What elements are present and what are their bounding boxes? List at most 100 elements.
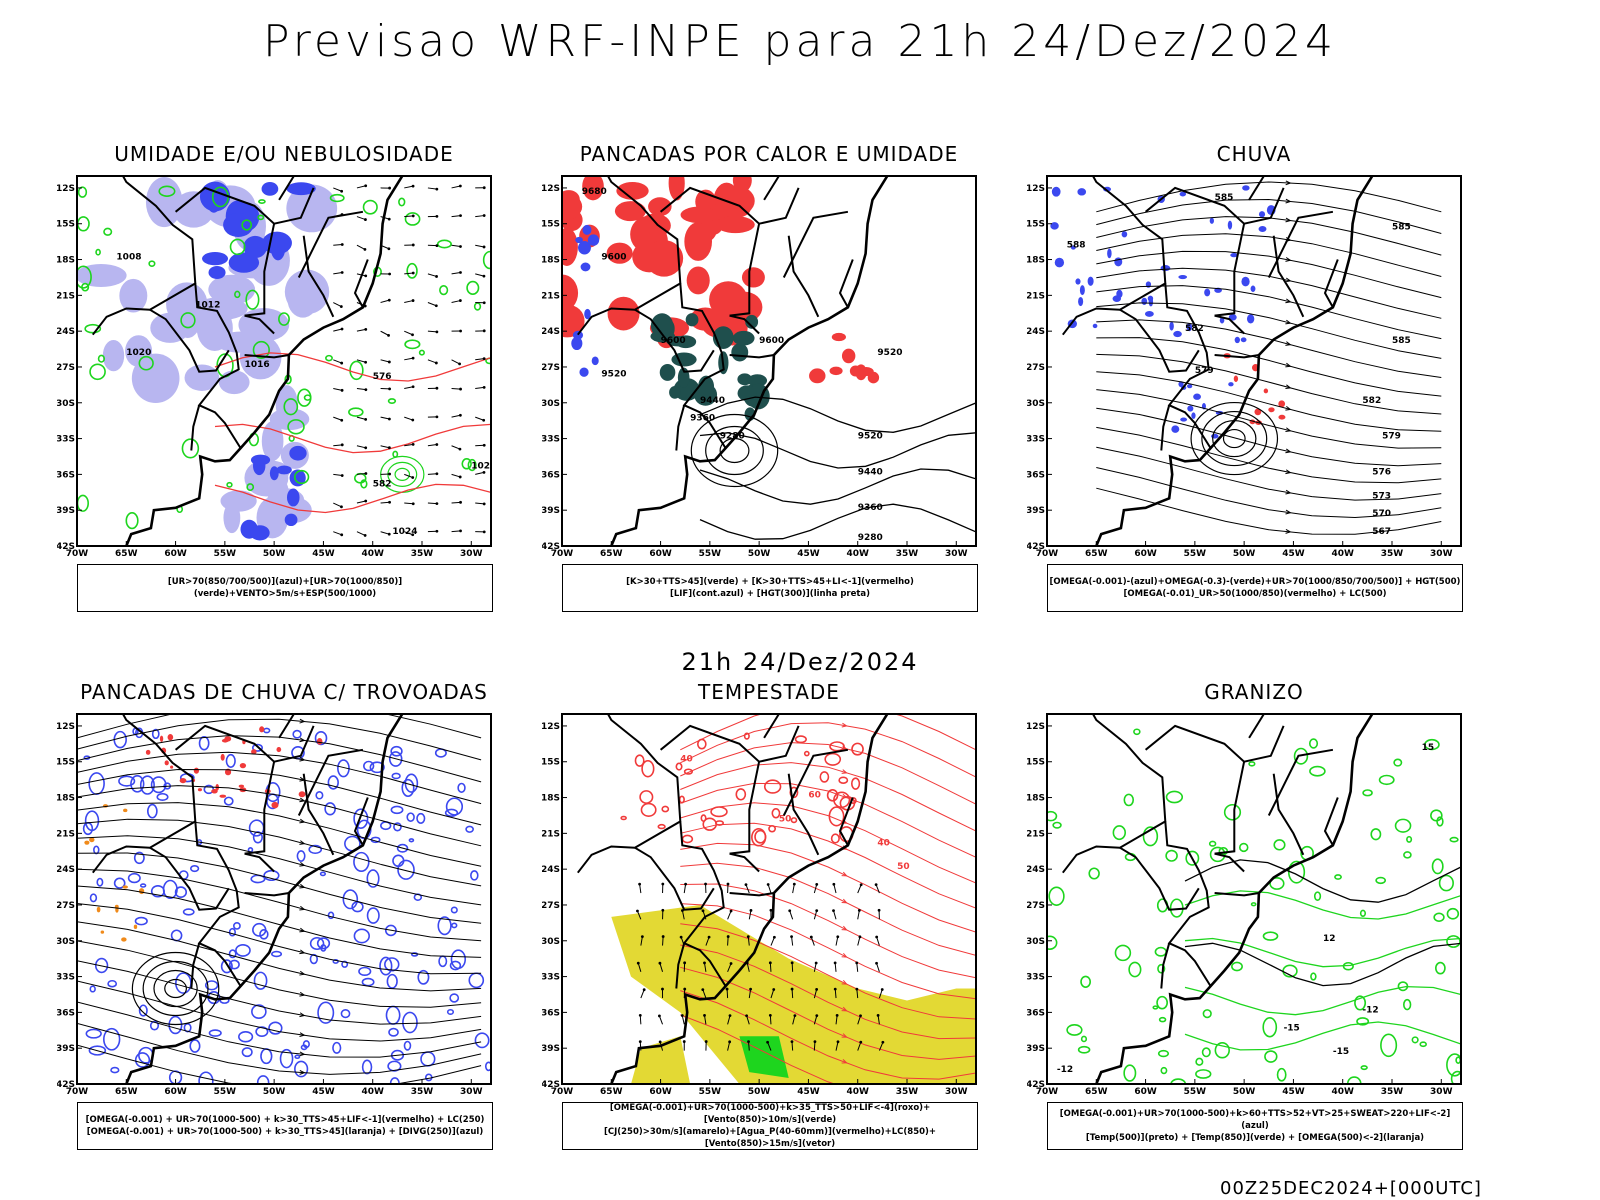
wind-vector-head bbox=[435, 443, 439, 446]
humidity-lowlevel-contour bbox=[257, 214, 265, 221]
temp-850-contour bbox=[1449, 836, 1459, 843]
storm-area-orange bbox=[100, 930, 105, 934]
rain-area-blue bbox=[1079, 285, 1085, 296]
height-label: 582 bbox=[1362, 396, 1381, 406]
lon-tick-label: 30W bbox=[1430, 549, 1453, 559]
lat-tick-label: 30S bbox=[1027, 399, 1045, 409]
map-layers bbox=[77, 714, 491, 1084]
wind-vector-head bbox=[792, 882, 796, 886]
humidity-lowlevel-contour bbox=[234, 290, 241, 299]
wind-vector bbox=[427, 359, 437, 364]
map-background bbox=[77, 714, 491, 1084]
streamline bbox=[1096, 407, 1442, 467]
streamline bbox=[77, 751, 482, 805]
rain-area-blue bbox=[1147, 295, 1154, 302]
wind-vector bbox=[727, 936, 729, 946]
wind-vector bbox=[475, 502, 485, 505]
humidity-lowlevel-contour bbox=[387, 398, 397, 404]
political-border bbox=[244, 223, 276, 317]
storm-area-red bbox=[224, 768, 232, 776]
mid-subtitle: 21h 24/Dez/2024 bbox=[681, 648, 919, 676]
humidity-lowlevel-contour bbox=[180, 312, 196, 329]
wind-vector bbox=[451, 359, 460, 365]
wind-vector-head bbox=[880, 988, 884, 991]
divergence-contour bbox=[361, 1059, 373, 1075]
lat-tick-label: 15S bbox=[57, 220, 75, 230]
temp-850-contour bbox=[1223, 803, 1242, 821]
streamline-arrow bbox=[1285, 277, 1292, 283]
height-label: 579 bbox=[1382, 432, 1401, 442]
height-label: 9520 bbox=[601, 370, 626, 380]
wind-vector bbox=[356, 244, 366, 250]
wind-vector-head bbox=[703, 1014, 706, 1017]
temp-850-contour bbox=[1310, 972, 1317, 981]
wind-vector-head bbox=[728, 1040, 732, 1044]
legend-line: [UR>70(850/700/500)](azul)+[UR>70(1000/8… bbox=[167, 577, 403, 599]
divergence-contour bbox=[470, 870, 479, 881]
rain-area-blue bbox=[1092, 323, 1098, 329]
lon-tick-label: 60W bbox=[164, 549, 187, 559]
political-border bbox=[1144, 186, 1285, 225]
lat-tick-label: 27S bbox=[542, 363, 560, 373]
wind-vector-head bbox=[458, 362, 461, 366]
legend-line: [Temp(500)](preto) + [Temp(850)](verde) … bbox=[1085, 1133, 1425, 1143]
lon-tick-label: 40W bbox=[1331, 1087, 1354, 1097]
storm-area-red bbox=[179, 777, 187, 784]
divergence-contour bbox=[134, 1052, 151, 1068]
unstable-area-red bbox=[809, 368, 826, 384]
wind-vector bbox=[380, 359, 390, 363]
wind-vector-head bbox=[340, 533, 344, 537]
wind-vector-head bbox=[364, 327, 368, 331]
wind-vector bbox=[748, 1041, 750, 1051]
storm-area-red bbox=[298, 791, 306, 798]
storm-area-red bbox=[164, 760, 169, 766]
wind-vector bbox=[427, 444, 437, 447]
temp-850-contour bbox=[1047, 935, 1058, 950]
panel-legend: [OMEGA(-0.001)+UR>70(1000-500)+k>60+TTS>… bbox=[1047, 1102, 1463, 1150]
lat-tick-label: 30S bbox=[57, 937, 75, 947]
height-label: 9440 bbox=[700, 396, 725, 406]
storm-area-orange bbox=[138, 888, 145, 895]
legend-line: [CJ(250)>30m/s](amarelo)+[Agua_P(40-60mm… bbox=[603, 1127, 937, 1149]
lat-tick-label: 30S bbox=[57, 399, 75, 409]
humidity-lowlevel-contour bbox=[466, 280, 480, 295]
temp-850-contour bbox=[1080, 1035, 1088, 1043]
panel-title: PANCADAS DE CHUVA C/ TROVOADAS bbox=[80, 680, 488, 704]
storm-area-red bbox=[251, 749, 257, 755]
lat-tick-label: 42S bbox=[542, 1080, 560, 1090]
streamline-arrow bbox=[841, 722, 848, 728]
humidity-lowlevel-contour bbox=[278, 312, 290, 326]
divergence-contour bbox=[103, 1027, 121, 1051]
wind-vector bbox=[834, 962, 837, 972]
rain-area-blue bbox=[1193, 393, 1201, 400]
rain-area-blue bbox=[1070, 245, 1076, 250]
lon-tick-label: 60W bbox=[1134, 1087, 1157, 1097]
coastline-east bbox=[125, 176, 404, 546]
temp-850-contour bbox=[1080, 975, 1092, 988]
wind-vector-head bbox=[482, 329, 486, 333]
wind-vector-head bbox=[679, 935, 683, 939]
divergence-contour bbox=[251, 743, 263, 752]
map-layers: 40 50 40 50 60 bbox=[562, 714, 976, 1084]
wind-vector-head bbox=[387, 333, 390, 337]
lat-tick-label: 12S bbox=[57, 722, 75, 732]
height-label: 9600 bbox=[661, 336, 686, 346]
isobar-label: 1008 bbox=[116, 253, 141, 263]
wind-vector bbox=[451, 300, 461, 304]
precipitable-water-contour bbox=[838, 776, 849, 784]
unstable-area-red bbox=[686, 266, 710, 295]
unstable-area-red bbox=[680, 206, 718, 224]
wind-vector-head bbox=[482, 443, 486, 447]
lon-tick-label: 50W bbox=[1233, 549, 1256, 559]
precipitable-water-contour bbox=[803, 750, 810, 757]
lon-tick-label: 35W bbox=[896, 549, 919, 559]
humidity-lowlevel-contour bbox=[148, 260, 156, 268]
wind-vector bbox=[404, 300, 414, 304]
lifted-index-contour bbox=[582, 224, 592, 235]
lon-tick-label: 45W bbox=[1282, 549, 1305, 559]
humidity-lowlevel-contour bbox=[404, 212, 421, 226]
wind-vector bbox=[835, 1015, 838, 1025]
panel-title: TEMPESTADE bbox=[698, 680, 840, 704]
divergence-contour bbox=[189, 1039, 201, 1053]
political-border bbox=[634, 308, 715, 373]
